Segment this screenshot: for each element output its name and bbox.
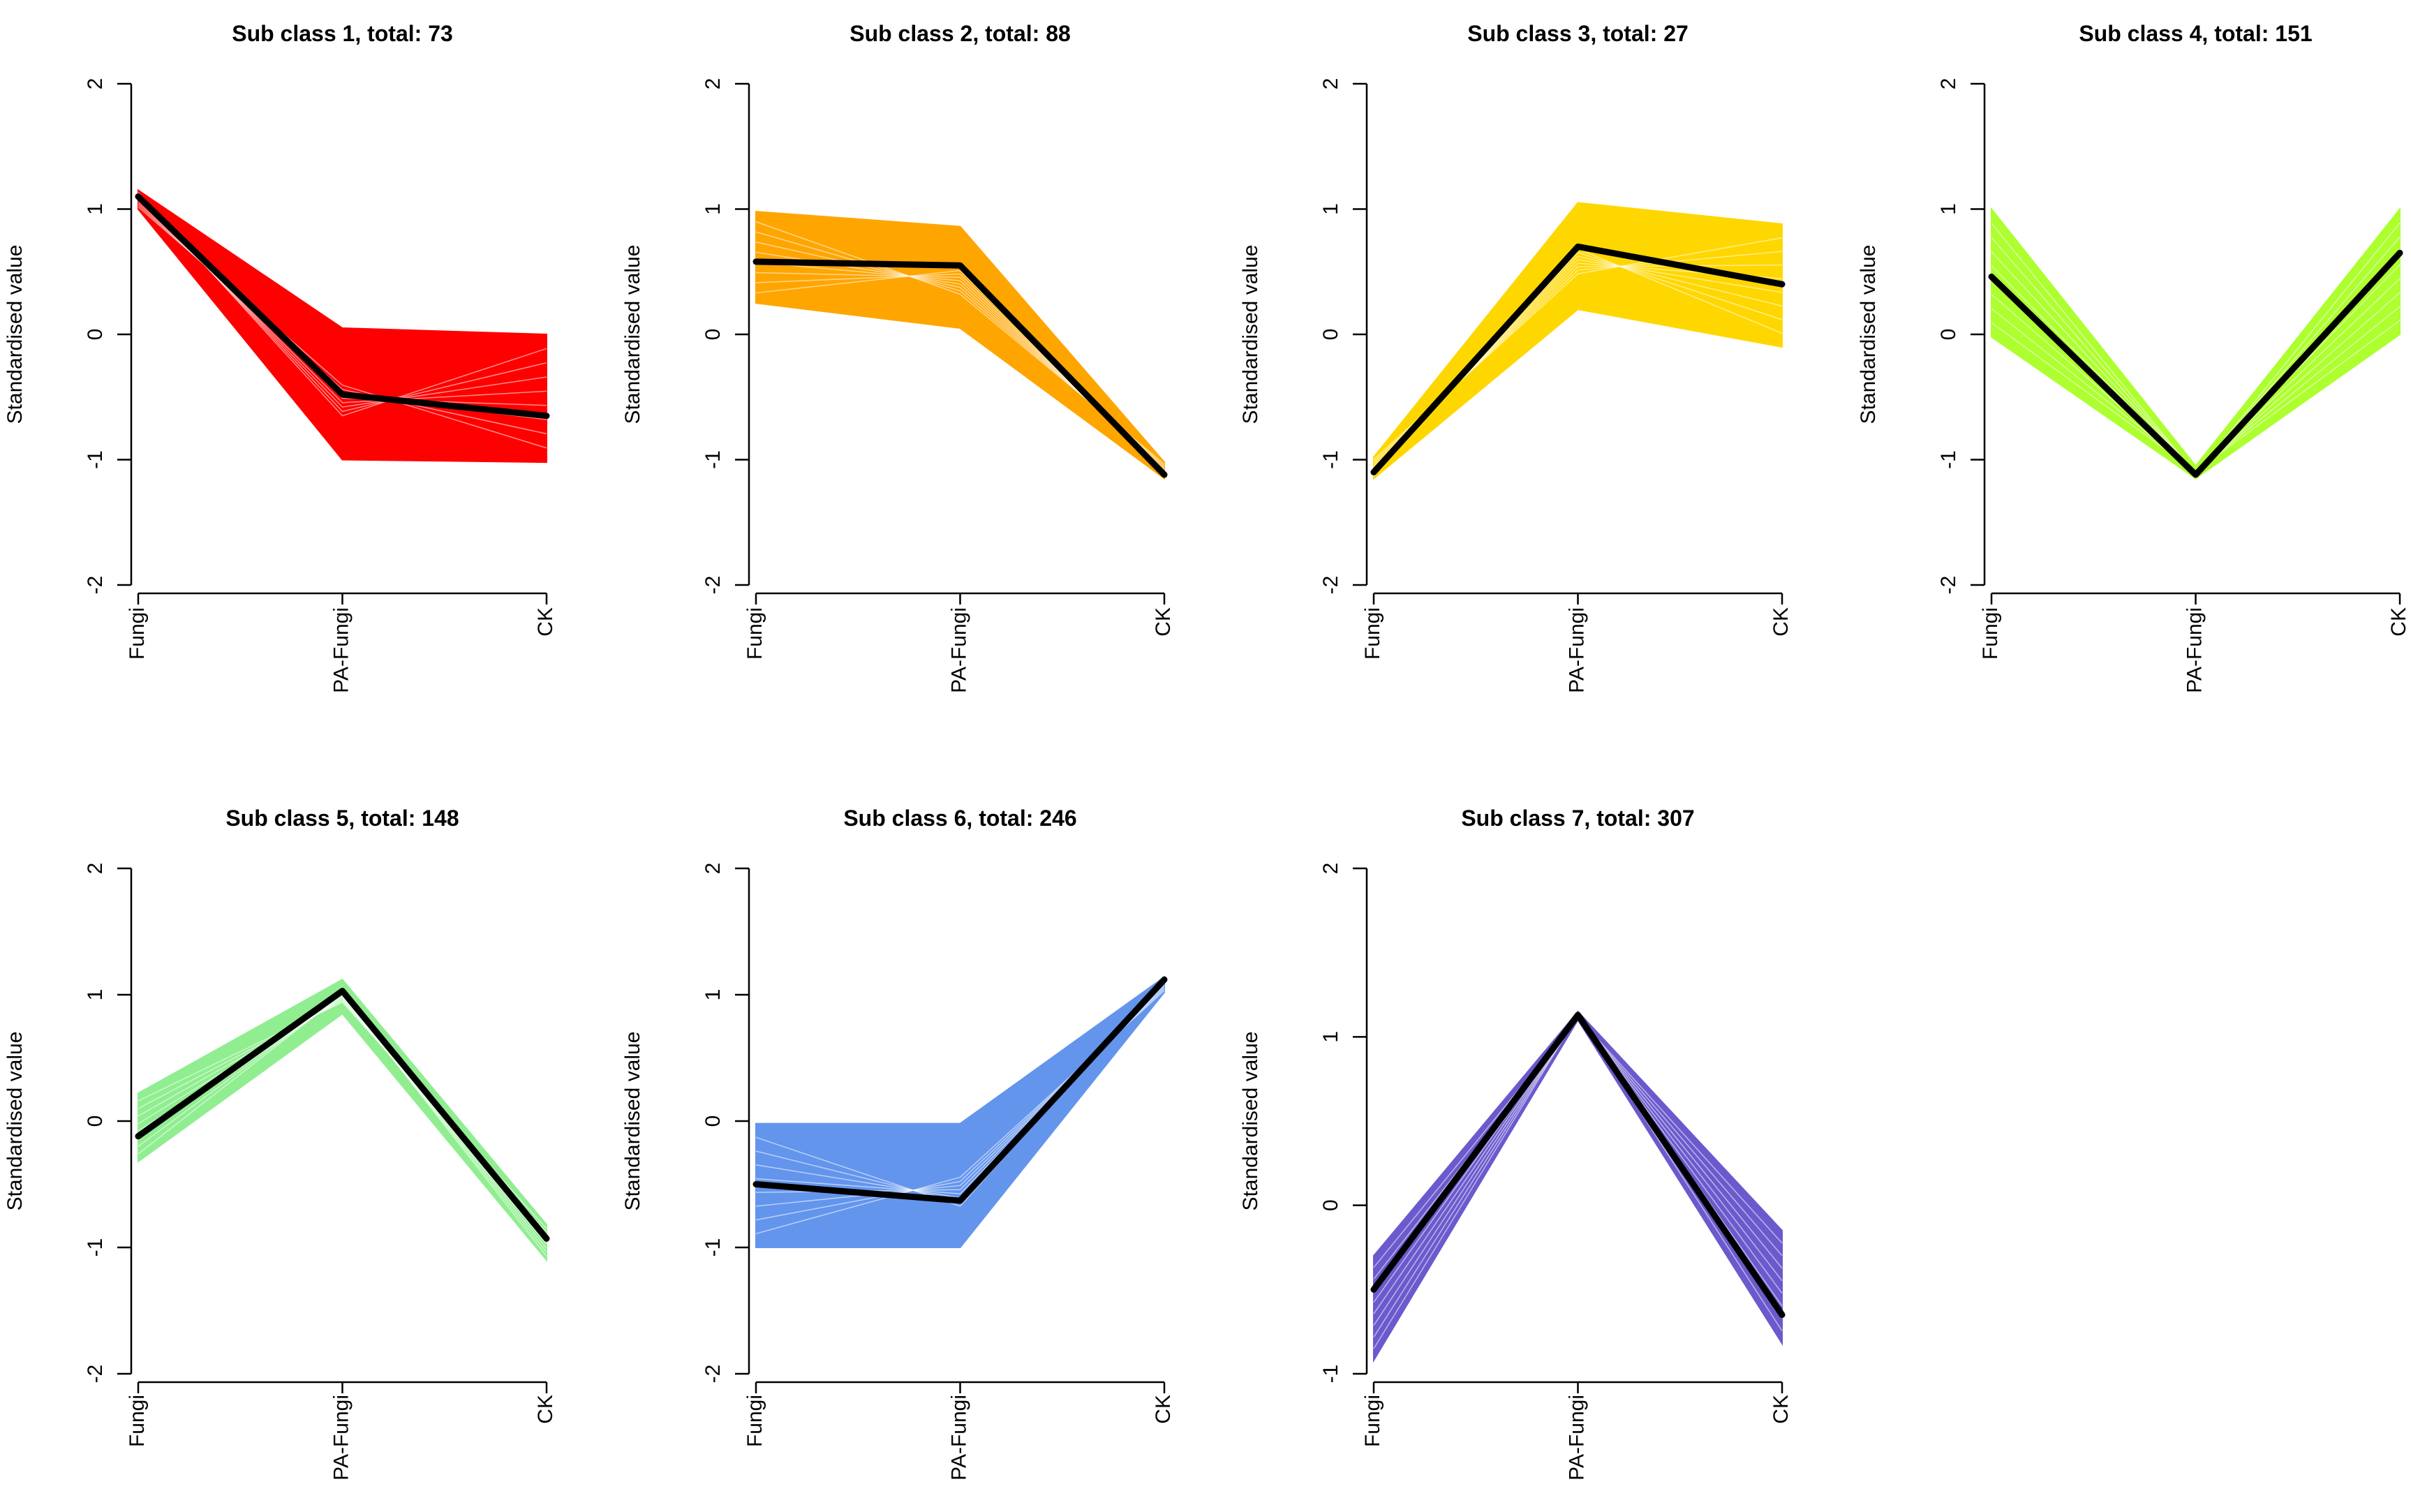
panel-1: Sub class 1, total: 73 -2 -1 0 1 2 Standardise…: [3, 21, 557, 693]
x-tick-label: CK: [1152, 607, 1175, 637]
x-tick-label: Fungi: [1361, 607, 1384, 660]
x-tick-label: Fungi: [126, 1395, 149, 1447]
x-tick-label: PA-Fungi: [947, 1395, 970, 1481]
y-axis-label: Standardised value: [1857, 245, 1880, 424]
panel-title: Sub class 4, total: 151: [2079, 21, 2312, 46]
y-tick-label: 0: [702, 1116, 725, 1127]
mean-line: [1370, 243, 1786, 475]
x-tick-label: Fungi: [1361, 1395, 1384, 1447]
envelope-band: [755, 211, 1165, 480]
mean-line: [752, 258, 1168, 478]
panel-title: Sub class 3, total: 27: [1467, 21, 1689, 46]
y-tick-label: 2: [1319, 78, 1342, 90]
y-tick-label: 2: [1937, 78, 1960, 90]
y-tick-label: -2: [1319, 576, 1342, 595]
y-tick-label: 1: [1319, 203, 1342, 215]
x-tick-label: PA-Fungi: [1565, 607, 1588, 693]
y-axis-label: Standardised value: [621, 1032, 644, 1211]
panel-title: Sub class 6, total: 246: [843, 806, 1076, 831]
y-tick-label: -2: [702, 576, 725, 595]
x-tick-label: PA-Fungi: [329, 1395, 353, 1481]
y-axis-label: Standardised value: [3, 1032, 27, 1211]
envelope-band: [1373, 202, 1783, 480]
profile-line: [138, 997, 547, 1245]
y-tick-label: -1: [1937, 450, 1960, 469]
x-tick-label: CK: [2387, 607, 2410, 637]
envelope-band: [138, 188, 547, 464]
y-tick-label: -2: [1937, 576, 1960, 595]
y-tick-label: 0: [1319, 1199, 1342, 1211]
profile-line: [138, 998, 547, 1241]
y-axis-label: Standardised value: [1239, 1032, 1262, 1211]
envelope-band: [1991, 207, 2401, 480]
panel-3: Sub class 3, total: 27 -2 -1 0 1 2 Standardise…: [1239, 21, 1793, 693]
profile-line: [138, 993, 547, 1257]
y-tick-label: 0: [702, 329, 725, 341]
y-tick-label: 1: [1319, 1031, 1342, 1043]
y-tick-label: 1: [1937, 203, 1960, 215]
panel-6: Sub class 6, total: 246 -2 -1 0 1 2 Standardis…: [621, 806, 1175, 1481]
y-tick-label: 1: [84, 989, 107, 1001]
profile-line: [138, 995, 547, 1253]
y-tick-label: 2: [84, 863, 107, 875]
y-tick-label: -1: [1319, 450, 1342, 469]
y-tick-label: 2: [1319, 863, 1342, 875]
y-tick-label: 0: [1937, 329, 1960, 341]
panel-title: Sub class 5, total: 148: [225, 806, 459, 831]
panel-7: Sub class 7, total: 307 -1 0 1 2 Standardised…: [1239, 806, 1793, 1481]
panel-title: Sub class 2, total: 88: [850, 21, 1071, 46]
panel-4: Sub class 4, total: 151 -2 -1 0 1 2 Standardis…: [1857, 21, 2410, 693]
profile-line: [138, 999, 547, 1237]
y-tick-label: 0: [84, 1116, 107, 1127]
y-axis-label: Standardised value: [621, 245, 644, 424]
x-tick-label: CK: [534, 1395, 557, 1424]
y-tick-label: 1: [84, 203, 107, 215]
x-tick-label: CK: [1770, 1395, 1793, 1424]
panel-title: Sub class 1, total: 73: [232, 21, 453, 46]
x-tick-label: PA-Fungi: [2183, 607, 2206, 693]
envelope-band: [138, 979, 547, 1262]
x-tick-label: CK: [1152, 1395, 1175, 1424]
mean-line: [752, 976, 1168, 1204]
x-tick-label: PA-Fungi: [329, 607, 353, 693]
y-tick-label: -1: [702, 1238, 725, 1257]
panel-5: Sub class 5, total: 148 -2 -1 0 1 2 Standardis…: [3, 806, 557, 1481]
y-tick-label: 2: [702, 78, 725, 90]
y-tick-label: -1: [84, 1238, 107, 1257]
envelope-band: [755, 975, 1165, 1248]
y-axis-label: Standardised value: [1239, 245, 1262, 424]
y-tick-label: 1: [702, 203, 725, 215]
y-tick-label: -1: [1319, 1365, 1342, 1384]
panel-title: Sub class 7, total: 307: [1461, 806, 1694, 831]
x-tick-label: Fungi: [743, 1395, 766, 1447]
mean-line: [1370, 1011, 1786, 1319]
y-tick-label: 1: [702, 989, 725, 1001]
y-tick-label: -2: [84, 1365, 107, 1384]
panel-2: Sub class 2, total: 88 -2 -1 0 1 2 Standardise…: [621, 21, 1175, 693]
y-tick-label: 0: [84, 329, 107, 341]
x-tick-label: PA-Fungi: [947, 607, 970, 693]
y-axis-label: Standardised value: [3, 245, 27, 424]
x-tick-label: CK: [534, 607, 557, 637]
y-tick-label: -2: [702, 1365, 725, 1384]
profile-line: [138, 995, 547, 1249]
x-tick-label: PA-Fungi: [1565, 1395, 1588, 1481]
envelope-band: [1373, 1010, 1783, 1363]
y-tick-label: -1: [84, 450, 107, 469]
x-tick-label: Fungi: [743, 607, 766, 660]
y-tick-label: 0: [1319, 329, 1342, 341]
x-tick-label: CK: [1770, 607, 1793, 637]
mean-line: [1988, 249, 2403, 478]
mean-line: [135, 988, 550, 1242]
y-tick-label: -2: [84, 576, 107, 595]
mean-line: [135, 193, 550, 420]
y-tick-label: 2: [702, 863, 725, 875]
y-tick-label: -1: [702, 450, 725, 469]
x-tick-label: Fungi: [1979, 607, 2002, 660]
y-tick-label: 2: [84, 78, 107, 90]
x-tick-label: Fungi: [126, 607, 149, 660]
